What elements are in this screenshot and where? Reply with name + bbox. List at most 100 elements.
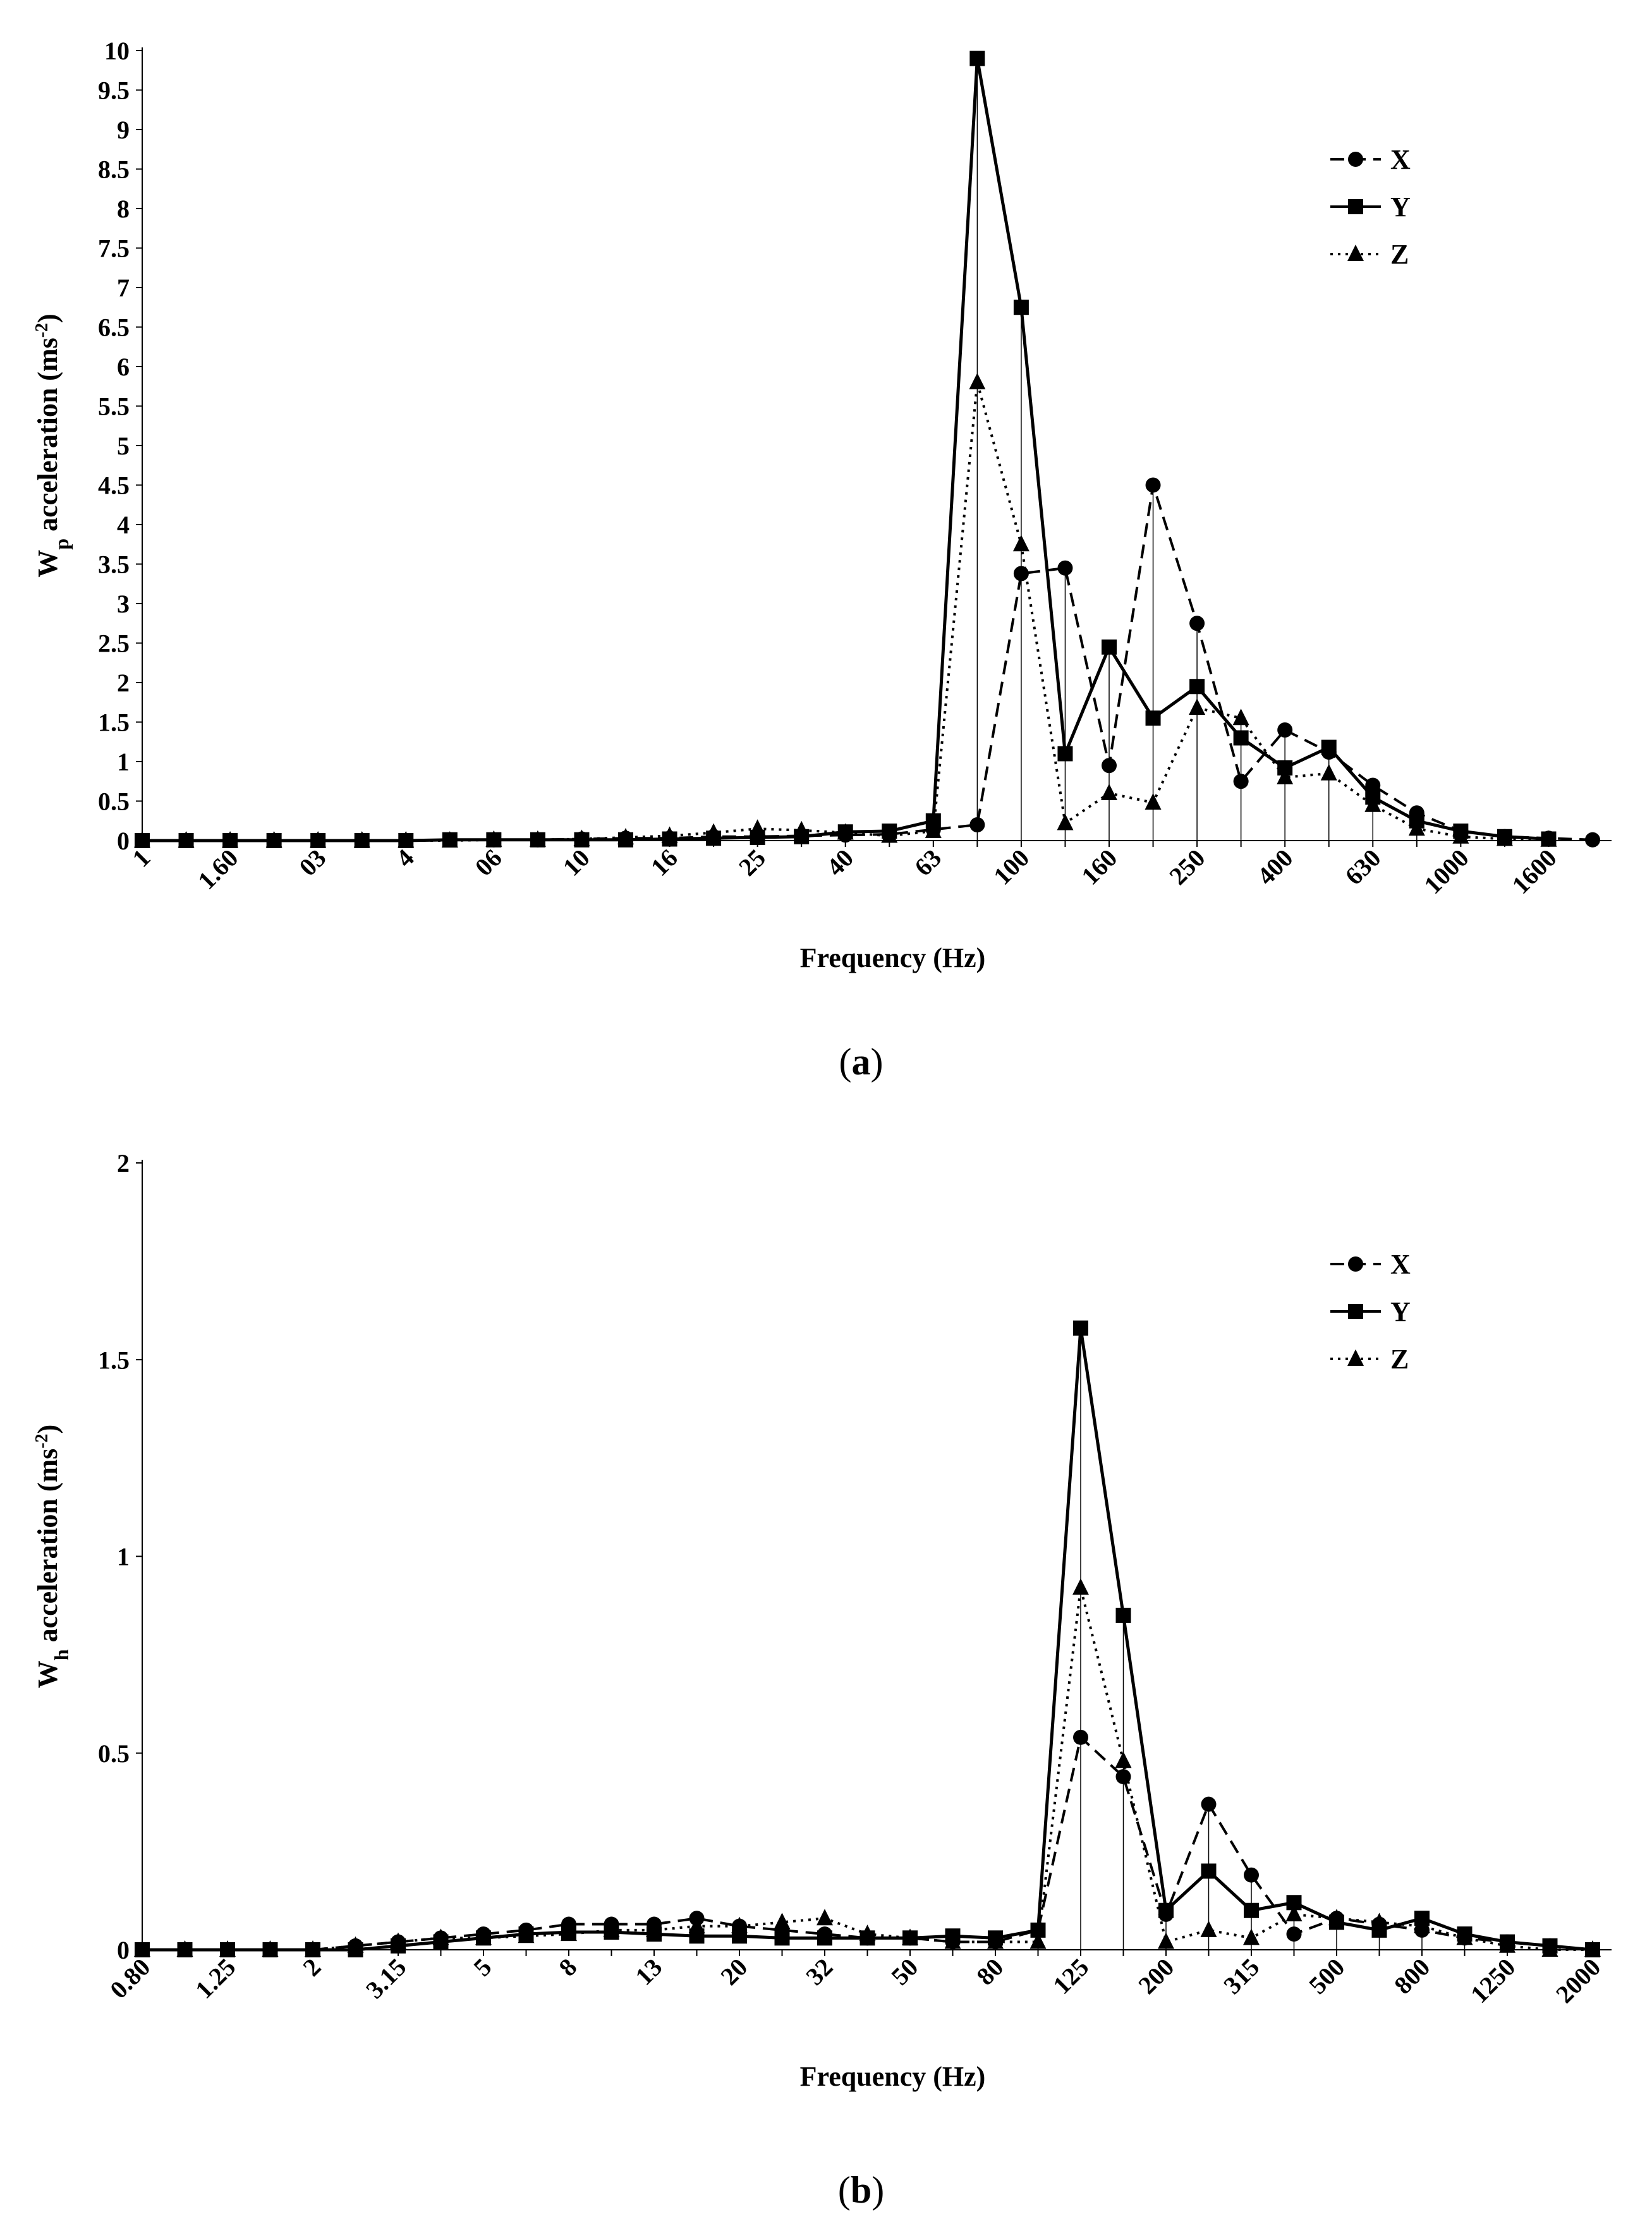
x-tick-label: 800 — [1388, 1953, 1435, 2000]
y-tick-label: 10 — [104, 37, 130, 65]
legend-marker — [1347, 1349, 1364, 1366]
series-line-z — [142, 382, 1549, 842]
x-tick-label: 0.80 — [104, 1953, 155, 2004]
data-point-y — [1189, 679, 1205, 695]
data-point-z — [178, 831, 195, 848]
data-point-x — [1073, 1729, 1088, 1745]
y-axis-title-subscript: h — [50, 1649, 73, 1660]
y-tick-label: 3.5 — [98, 550, 130, 579]
x-tick-label: 06 — [470, 844, 507, 882]
data-point-z — [1540, 830, 1557, 847]
data-point-z — [1499, 1936, 1515, 1953]
series-line-y — [142, 1328, 1593, 1952]
data-point-y — [1115, 1607, 1131, 1623]
data-point-y — [969, 51, 985, 66]
legend-label: Z — [1390, 1344, 1409, 1375]
x-tick-label: 25 — [733, 844, 771, 882]
legend-label: Z — [1390, 239, 1409, 270]
x-tick-label: 125 — [1047, 1953, 1094, 2000]
panel-caption: (a) — [839, 1041, 884, 1083]
x-tick-label: 160 — [1076, 844, 1122, 891]
y-tick-label: 4 — [117, 511, 130, 539]
y-tick-label: 2 — [117, 1149, 130, 1177]
y-tick-label: 0 — [117, 1936, 130, 1964]
series-z — [134, 373, 1557, 848]
x-tick-label: 315 — [1218, 1953, 1265, 2000]
x-tick-label: 3.15 — [360, 1953, 411, 2004]
data-point-z — [1584, 1940, 1601, 1957]
series-line-z — [142, 1587, 1593, 1951]
data-point-x — [1189, 616, 1205, 631]
legend: XYZ — [1330, 1249, 1411, 1375]
data-point-z — [432, 1928, 449, 1945]
y-axis-title-part: acceleration (ms — [32, 1449, 63, 1650]
data-point-z — [705, 823, 722, 840]
series-line-y — [142, 58, 1549, 842]
y-tick-label: 2 — [117, 669, 130, 697]
legend-marker — [1348, 199, 1363, 214]
data-point-z — [1145, 793, 1162, 810]
panel-caption: (b) — [838, 2169, 884, 2211]
data-point-z — [731, 1916, 748, 1933]
data-point-z — [859, 1925, 876, 1942]
y-tick-label: 1 — [117, 748, 130, 776]
data-point-z — [518, 1926, 535, 1943]
data-point-y — [1233, 730, 1249, 746]
data-point-z — [265, 831, 282, 848]
legend-label: X — [1390, 144, 1411, 175]
y-tick-label: 3 — [117, 590, 130, 618]
data-point-z — [1029, 1932, 1047, 1949]
data-point-y — [1321, 739, 1337, 755]
x-tick-label: 03 — [293, 844, 331, 882]
x-axis-title: Frequency (Hz) — [800, 942, 986, 973]
data-point-z — [222, 831, 239, 848]
data-point-z — [987, 1932, 1004, 1949]
data-point-z — [1328, 1909, 1345, 1926]
data-point-z — [817, 1909, 833, 1926]
data-point-z — [475, 1928, 492, 1945]
x-tick-label: 500 — [1303, 1953, 1350, 2000]
data-point-z — [1057, 813, 1074, 830]
y-tick-label: 9.5 — [98, 76, 130, 105]
series-y — [135, 51, 1557, 848]
y-tick-label: 7.5 — [98, 234, 130, 263]
caption-paren: ) — [871, 1041, 884, 1083]
x-tick-label: 50 — [885, 1953, 923, 1991]
x-tick-label: 10 — [557, 844, 595, 882]
data-point-y — [1073, 1320, 1088, 1336]
chart-a: 0 0.5 1 1.5 2 2.5 3 3.5 4 4.5 5 5.5 6 6.5 7 7.5 8 8.5 9 9.5… — [32, 37, 1612, 1083]
data-point-z — [1115, 1751, 1132, 1768]
x-tick-label: 1.60 — [192, 844, 243, 895]
y-tick-label: 1 — [117, 1543, 130, 1571]
y-axis-title: Wp acceleration (ms-2) — [32, 313, 73, 577]
data-point-z — [944, 1932, 961, 1949]
data-point-z — [1012, 535, 1029, 552]
data-point-z — [617, 828, 634, 844]
y-tick-label: 1.5 — [98, 708, 130, 737]
data-point-y — [1057, 746, 1073, 762]
x-tick-label: 400 — [1251, 844, 1298, 891]
legend-marker — [1348, 1256, 1363, 1272]
data-point-z — [646, 1920, 662, 1937]
data-point-y — [1102, 639, 1117, 655]
y-tick-label: 1.5 — [98, 1346, 130, 1374]
data-point-z — [561, 1925, 577, 1942]
x-tick-label: 5 — [468, 1953, 497, 1982]
data-point-x — [1277, 722, 1293, 738]
y-tick-label: 4.5 — [98, 471, 130, 500]
y-axis-title-superscript: -2 — [32, 1433, 52, 1448]
data-point-z — [353, 831, 370, 848]
data-point-z — [1414, 1916, 1430, 1933]
data-point-x — [1145, 477, 1161, 493]
data-point-z — [603, 1920, 620, 1937]
data-point-y — [817, 1930, 832, 1946]
y-axis-title-part: acceleration (ms — [32, 338, 63, 538]
data-point-z — [749, 819, 766, 836]
data-point-y — [1145, 710, 1161, 726]
data-point-x — [1201, 1796, 1217, 1812]
y-tick-label: 2.5 — [98, 629, 130, 658]
y-axis-title-part: ) — [32, 1425, 63, 1434]
x-tick-label: 1250 — [1465, 1953, 1521, 2009]
x-tick-label: 100 — [988, 844, 1035, 891]
data-point-x — [1286, 1926, 1302, 1942]
